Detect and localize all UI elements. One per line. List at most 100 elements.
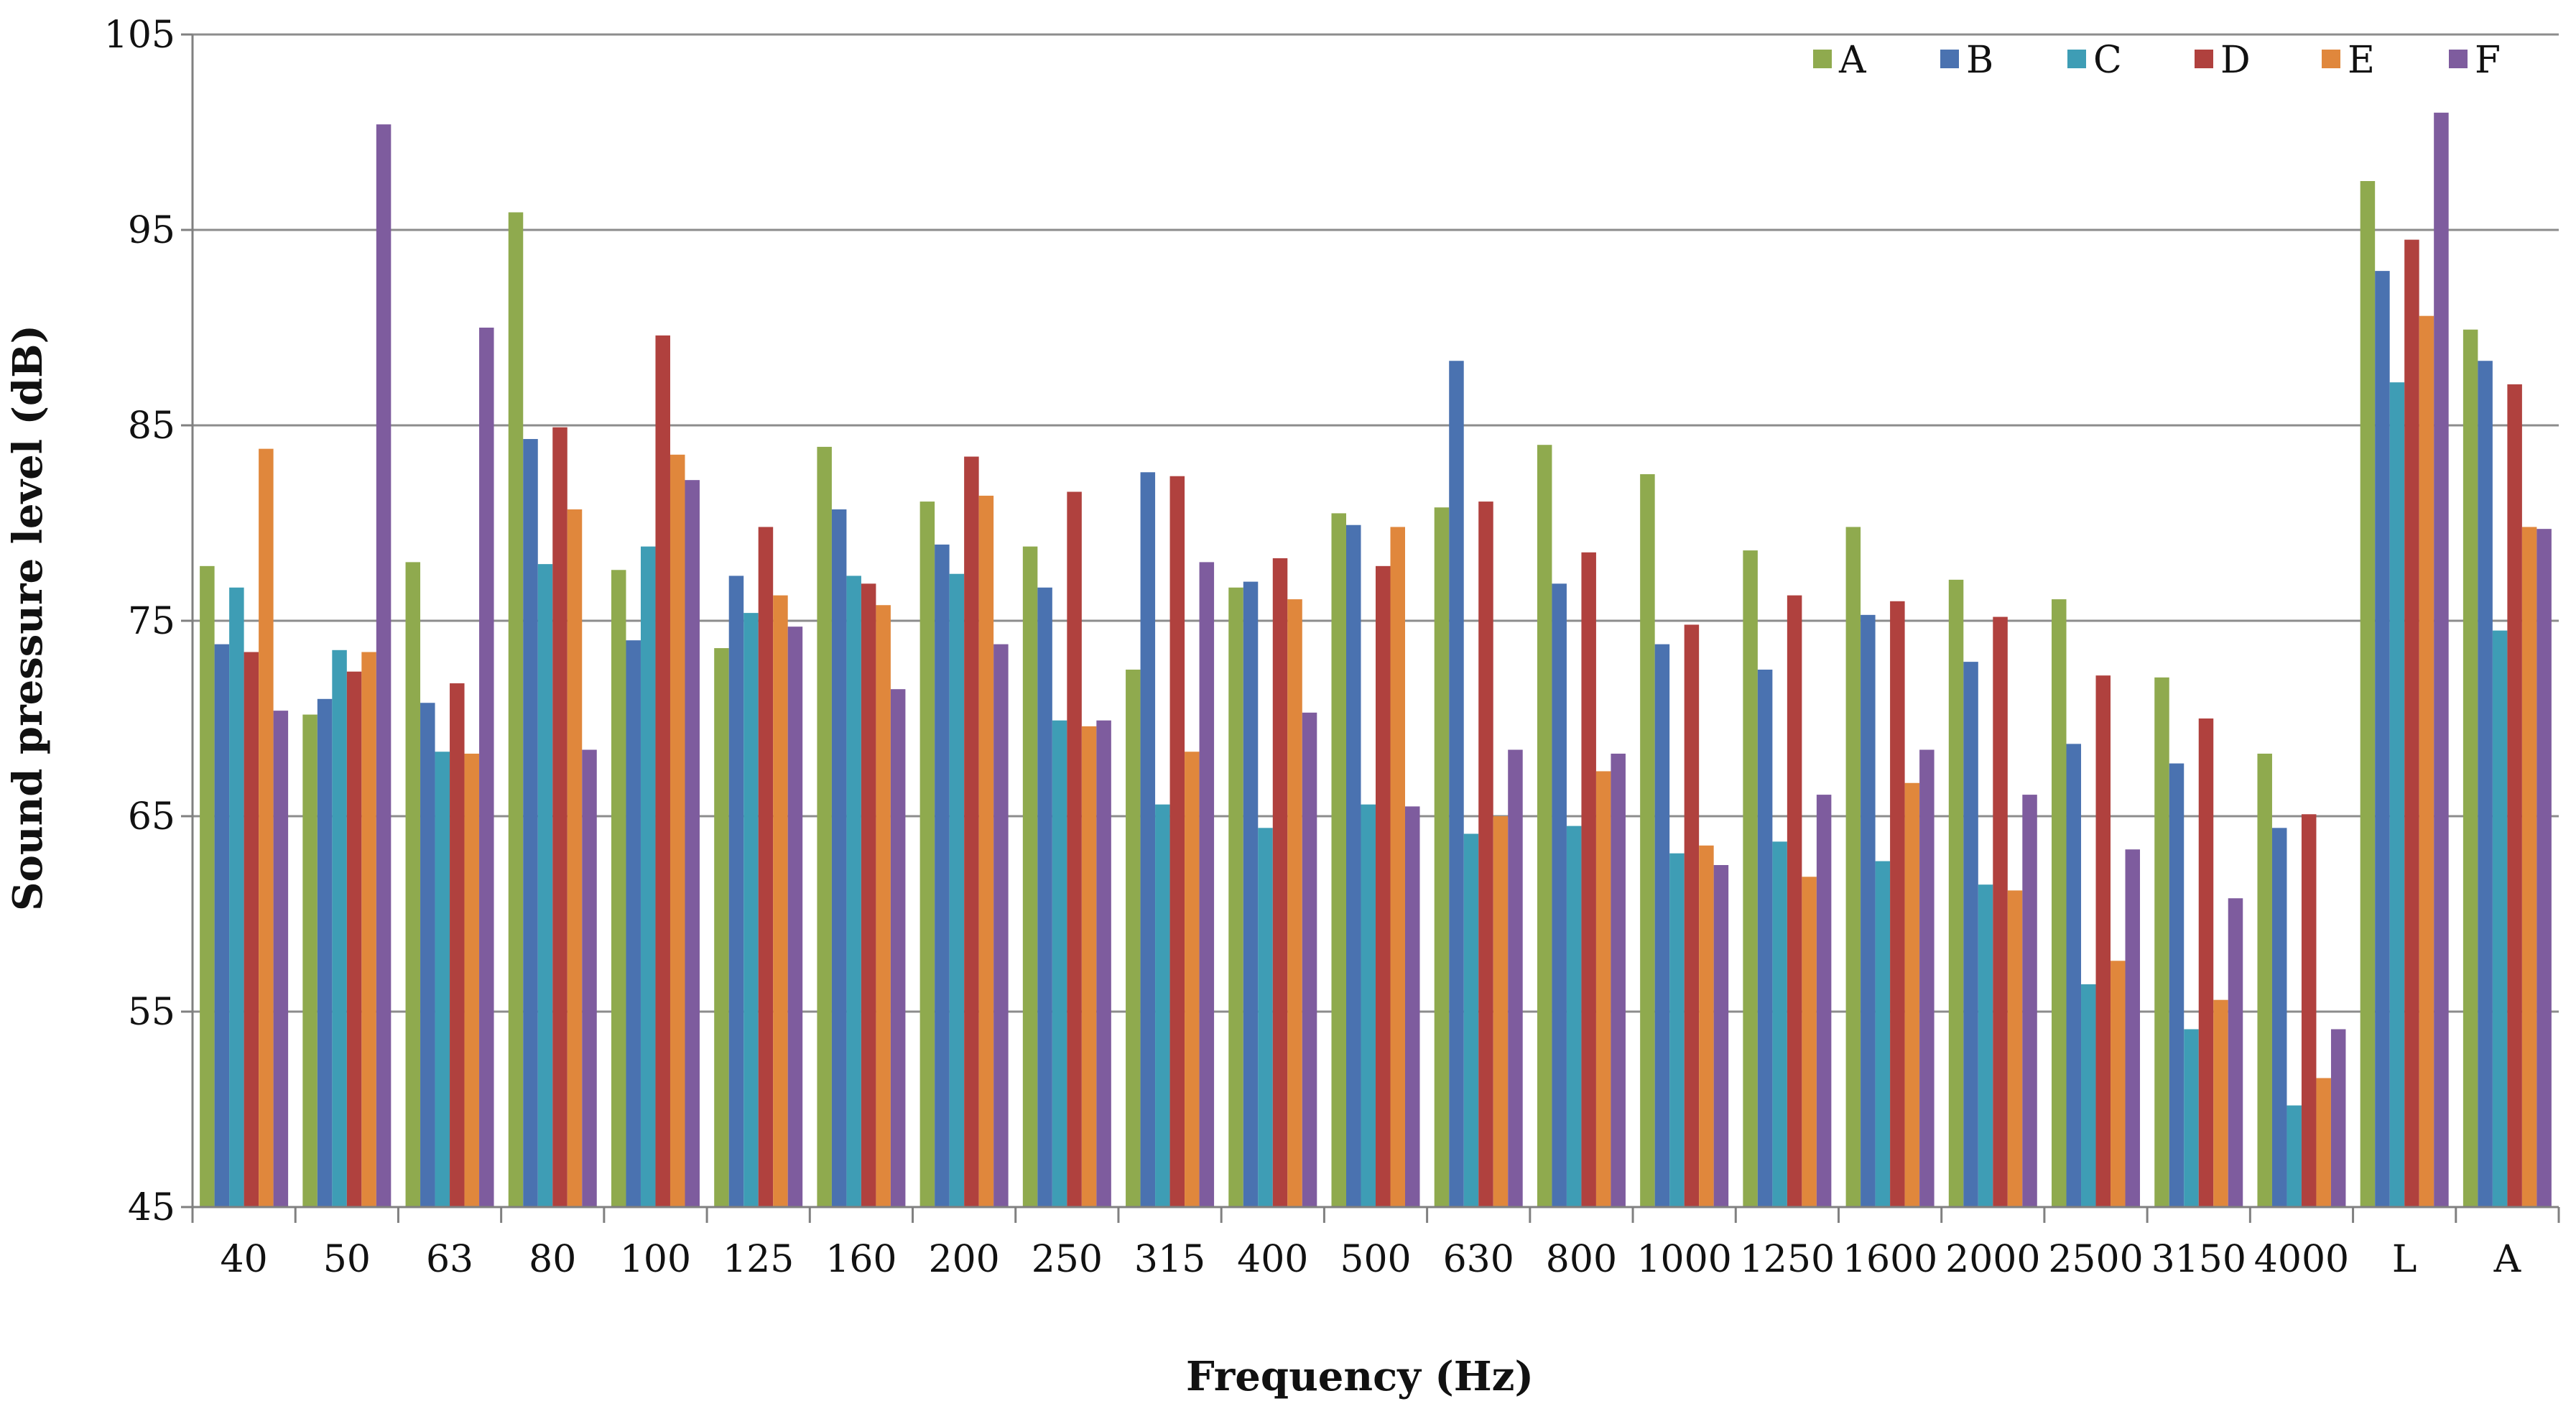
bar-E-1250 [1802,877,1817,1207]
bar-D-500 [1376,565,1391,1207]
bar-B-315 [1140,472,1156,1207]
x-tick-label: 63 [426,1238,473,1281]
bar-B-63 [420,703,435,1207]
bar-D-50 [346,671,362,1207]
bar-F-A [2536,529,2552,1207]
bar-F-315 [1199,562,1215,1207]
bar-C-63 [435,752,450,1207]
bar-C-1000 [1669,853,1685,1207]
bar-C-4000 [2287,1105,2302,1207]
bar-C-160 [846,576,861,1207]
bar-E-315 [1185,752,1200,1207]
bar-F-200 [993,644,1009,1207]
x-tick-label: 3150 [2151,1238,2246,1281]
bar-C-250 [1052,720,1067,1207]
bar-C-2000 [1978,884,1993,1207]
bar-E-100 [670,454,685,1207]
y-tick-labels: 45 55 65 75 85 95 105 [104,14,175,1229]
bar-B-1250 [1757,670,1773,1207]
bar-A-160 [817,446,832,1208]
axes [191,34,2560,1223]
bar-F-500 [1405,806,1420,1207]
bar-D-1000 [1684,624,1700,1207]
x-tick-label: 2000 [1945,1238,2040,1281]
bar-F-L [2434,112,2449,1207]
bar-D-160 [861,583,876,1207]
bar-E-63 [464,753,480,1207]
bar-D-630 [1478,501,1493,1207]
bar-F-160 [890,689,906,1207]
y-tick-label: 85 [128,405,175,448]
y-tick-label: 65 [128,795,175,838]
bar-F-250 [1096,720,1111,1207]
bar-F-4000 [2330,1029,2346,1207]
bar-F-400 [1302,712,1317,1207]
bar-A-630 [1434,507,1450,1207]
bar-A-1600 [1845,527,1861,1207]
bar-C-100 [640,546,656,1207]
bar-D-4000 [2301,814,2317,1207]
x-tick-labels: 40 50 63 80 100 125 160 200 250 315 400 500 630 800 10… [221,1238,2522,1281]
y-tick-label: 45 [128,1186,175,1229]
bar-A-L [2360,181,2376,1207]
bar-E-2500 [2111,961,2126,1207]
bar-C-L [2389,382,2405,1208]
bar-D-1250 [1787,595,1802,1207]
bar-C-1600 [1875,861,1891,1207]
bar-D-315 [1169,476,1185,1207]
bar-F-63 [479,328,494,1207]
bar-A-800 [1537,445,1552,1208]
bar-D-2500 [2095,675,2111,1207]
bar-D-250 [1067,491,1082,1207]
bar-D-40 [244,652,259,1207]
bar-B-80 [523,439,538,1207]
bar-A-4000 [2257,753,2272,1207]
x-tick-label: 500 [1340,1238,1411,1281]
bar-B-100 [626,640,641,1207]
bar-F-125 [787,627,803,1207]
y-tick-label: 105 [104,14,175,57]
bar-A-63 [405,562,421,1207]
bar-C-2500 [2081,984,2096,1207]
legend-label-E: E [2348,39,2375,82]
x-tick-label: 1000 [1636,1238,1731,1281]
bar-C-A [2492,630,2508,1207]
bar-F-630 [1508,749,1523,1207]
bar-E-3150 [2213,999,2228,1207]
bar-B-500 [1346,524,1361,1207]
bar-A-A [2463,329,2478,1208]
bar-A-2000 [1948,579,1964,1207]
bar-B-400 [1243,581,1259,1207]
bar-E-4000 [2316,1078,2331,1207]
bar-F-1600 [1919,749,1935,1207]
x-tick-label: 40 [221,1238,268,1281]
bar-D-63 [450,683,465,1207]
bar-C-50 [332,650,347,1207]
bar-C-40 [229,587,244,1207]
bar-A-400 [1228,587,1243,1207]
bar-D-3150 [2198,718,2214,1207]
bar-E-160 [876,605,891,1207]
bar-C-1250 [1772,841,1787,1207]
bar-B-A [2478,361,2493,1207]
bar-F-3150 [2228,898,2243,1207]
bar-A-315 [1126,670,1141,1207]
x-tick-label: 630 [1443,1238,1514,1281]
bar-E-400 [1287,599,1302,1207]
bar-B-200 [935,544,950,1207]
bars [200,112,2552,1208]
bar-C-200 [949,573,965,1207]
legend-label-C: C [2093,39,2122,82]
bar-E-250 [1081,726,1097,1207]
bar-A-1000 [1640,474,1655,1207]
bar-C-315 [1155,804,1170,1207]
bar-A-50 [302,714,318,1207]
bar-C-800 [1566,826,1582,1207]
bar-D-A [2507,384,2522,1207]
bar-D-2000 [1993,616,2008,1207]
bar-D-125 [758,527,774,1207]
legend-swatch-D [2195,50,2213,68]
bar-B-4000 [2271,828,2287,1207]
bar-E-40 [259,448,274,1207]
